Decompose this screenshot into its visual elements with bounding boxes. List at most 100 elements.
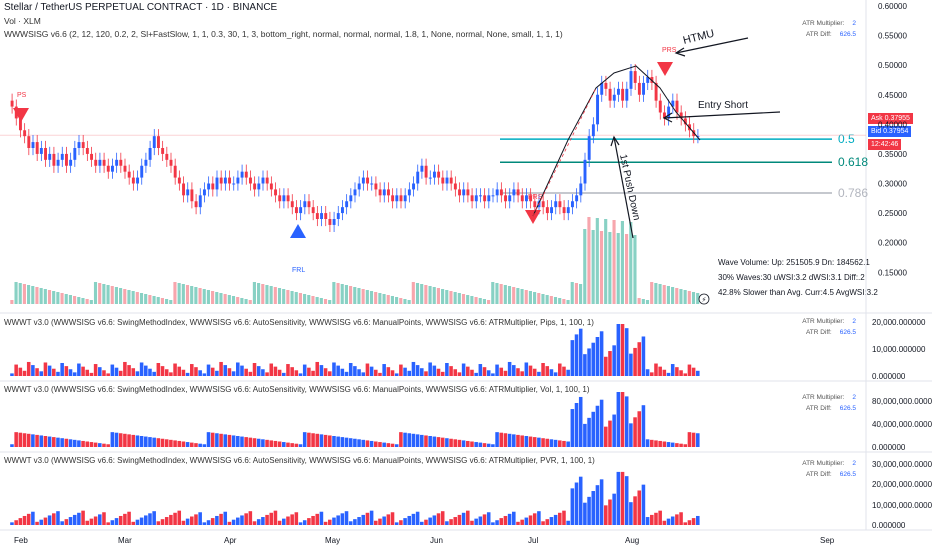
candle-body [110, 165, 114, 172]
pane3-bar [666, 518, 671, 525]
pane2-bar [215, 433, 219, 447]
entry-short-arrowhead [662, 112, 673, 123]
candle-body [399, 195, 403, 202]
pane2-bar [277, 441, 282, 447]
volume-bar [382, 294, 386, 304]
time-tick-label: Mar [118, 536, 132, 545]
volume-bar [248, 300, 252, 304]
pane1-bar [81, 366, 85, 376]
volume-bar [691, 292, 696, 304]
volume-bar [625, 234, 629, 304]
pane2-bar [202, 444, 207, 447]
pane2-bar [265, 439, 269, 447]
pane2-bar [378, 442, 382, 447]
pane2-bar [244, 437, 248, 447]
pane2-bar [411, 433, 416, 447]
candle-body [696, 136, 700, 138]
candle-body [462, 189, 466, 196]
pane1-bar [227, 368, 232, 376]
volume-bar [319, 298, 323, 304]
wave-line [532, 65, 701, 217]
candle-body [596, 94, 600, 125]
volume-bar [537, 293, 541, 304]
volume-label: Vol · XLM [4, 16, 41, 26]
pane1-bar [491, 373, 495, 376]
pane1-title[interactable]: WWWT v3.0 (WWWSISG v6.6: SwingMethodInde… [4, 318, 594, 327]
ask-pill: Ask 0.37955 [868, 113, 913, 124]
candle-body [73, 148, 77, 160]
pane1-bar [282, 372, 286, 376]
volume-bar [181, 284, 185, 304]
pane1-bar [173, 363, 177, 376]
volume-bar [223, 294, 227, 304]
pane2-title[interactable]: WWWT v3.0 (WWWSISG v6.6: SwingMethodInde… [4, 385, 590, 394]
volume-bar [495, 283, 499, 304]
volume-bar [449, 291, 453, 304]
volume-bar [114, 287, 118, 304]
pane2-bar [361, 439, 366, 447]
pane3-bar [286, 516, 290, 525]
time-axis: Feb Mar Apr May Jun Jul Aug Sep [14, 536, 835, 545]
pane2-bar [52, 437, 56, 447]
candle-body [474, 195, 478, 202]
pane2-bar [583, 423, 587, 447]
pane1-bar [18, 367, 23, 376]
pane2-bar [148, 437, 152, 447]
candle-body [299, 207, 303, 214]
pane3-bar [72, 514, 77, 525]
volume-bar [420, 284, 424, 304]
volume-bar [503, 285, 507, 304]
pane1-bar [215, 370, 219, 376]
price-tick-label: 0.60000 [878, 2, 907, 11]
pane1-bar [399, 364, 403, 376]
candle-body [52, 153, 56, 166]
volume-bar [303, 294, 307, 304]
pane1-bar [47, 365, 52, 376]
pane3-bar [328, 519, 332, 525]
pane2-bar [445, 438, 449, 447]
pane2-bar [173, 440, 177, 447]
volume-bar [629, 222, 633, 304]
candle-body [395, 195, 399, 202]
pane2-bar [520, 435, 524, 447]
volume-bar [562, 299, 566, 304]
candle-body [219, 177, 223, 184]
first-push-arrow [613, 136, 634, 239]
pane1-bar [39, 371, 44, 376]
pane2-bar [127, 434, 131, 447]
pane2-bar [323, 434, 328, 447]
pane2-bar [516, 434, 520, 447]
pane3-bar [298, 522, 303, 525]
volume-bar [612, 220, 616, 304]
pane1-bar [545, 366, 550, 376]
pane2-bar [336, 436, 340, 447]
pane1-bar [265, 372, 269, 376]
pane3-bar [118, 515, 123, 525]
pane3-title[interactable]: WWWT v3.0 (WWWSISG v6.6: SwingMethodInde… [4, 456, 595, 465]
candle-body [357, 183, 361, 190]
pane3-bar [340, 513, 345, 525]
pane2-bar [420, 434, 424, 447]
candle-body [64, 153, 68, 166]
volume-bar [512, 287, 516, 304]
volume-bar [604, 219, 608, 304]
pane3-bar [114, 518, 119, 525]
pane3-bar [650, 514, 654, 525]
candle-body [282, 195, 286, 202]
indicator-settings[interactable]: WWWSISG v6.6 (2, 12, 120, 0.2, 2, Sl+Fas… [4, 29, 563, 39]
candle-body [90, 153, 94, 160]
candle-body [361, 177, 365, 184]
pane1-bar [591, 342, 596, 376]
volume-bar [599, 231, 604, 304]
pane2-bar [403, 432, 407, 447]
pane3-bar [532, 513, 537, 525]
pane1-bar [691, 367, 696, 376]
pane2-bar [77, 440, 81, 447]
pane1-bar [365, 363, 370, 376]
pane2-bar [198, 443, 202, 447]
volume-bar [252, 282, 256, 304]
volume-bar [31, 286, 35, 304]
candle-body [654, 82, 658, 101]
pane2-bar [156, 438, 161, 447]
